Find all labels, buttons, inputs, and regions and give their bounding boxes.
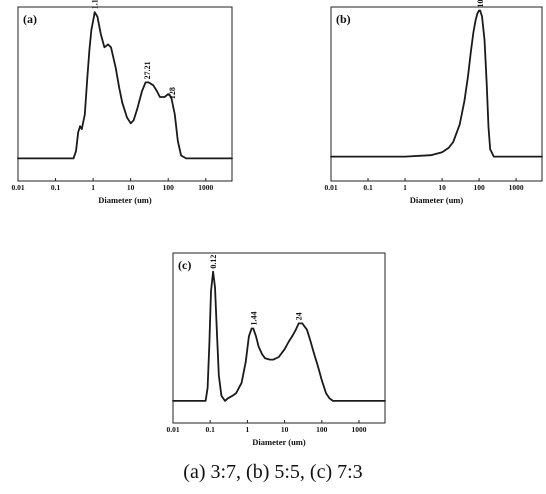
panel-label-a: (a) xyxy=(23,12,37,26)
x-axis-title-a: Diameter (um) xyxy=(98,195,152,205)
x-tick-label-b-3: 10 xyxy=(438,183,446,192)
x-tick-label-b-1: 0.1 xyxy=(363,183,373,192)
chart-panel-b: (b) 0.01 0.1 1 10 100 1000 Diameter (um) 106.41 xyxy=(324,0,543,205)
panel-label-c: (c) xyxy=(178,258,191,272)
x-tick-label-c-3: 10 xyxy=(281,425,289,434)
x-tick-label-b-0: 0.01 xyxy=(324,183,337,192)
x-axis-title-b: Diameter (um) xyxy=(410,195,464,205)
distribution-curve-b xyxy=(330,9,543,158)
chart-panel-a: (a) 0.01 0.1 1 10 100 1000 Diameter (um) 1.1 27.2… xyxy=(11,0,233,205)
chart-panel-c: (c) 0.01 0.1 1 10 100 1000 Diameter (um) 0.12 1.4… xyxy=(166,252,386,447)
peak-label-a-2: 128 xyxy=(168,87,177,99)
x-tick-label-b-5: 1000 xyxy=(509,183,524,192)
x-tick-label-b-2: 1 xyxy=(403,183,407,192)
x-tick-label-c-0: 0.01 xyxy=(166,425,179,434)
peak-label-c-1: 1.44 xyxy=(249,312,258,326)
peak-label-a-1: 27.21 xyxy=(143,61,152,79)
x-tick-label-a-5: 1000 xyxy=(198,183,213,192)
x-tick-label-a-0: 0.01 xyxy=(11,183,24,192)
peak-label-b-0: 106.41 xyxy=(476,0,485,8)
x-tick-label-a-4: 100 xyxy=(163,183,175,192)
plot-frame-a xyxy=(17,6,233,182)
x-tick-label-c-4: 100 xyxy=(316,425,328,434)
peak-label-c-0: 0.12 xyxy=(209,255,218,269)
panel-label-b: (b) xyxy=(336,12,351,26)
plot-frame-b xyxy=(330,6,543,182)
plot-frame-c xyxy=(172,252,386,424)
x-tick-label-a-3: 10 xyxy=(127,183,135,192)
peak-label-a-0: 1.1 xyxy=(91,0,100,9)
x-tick-label-c-1: 0.1 xyxy=(206,425,216,434)
x-tick-label-a-2: 1 xyxy=(91,183,95,192)
distribution-curve-c xyxy=(172,270,386,402)
x-tick-label-a-1: 0.1 xyxy=(51,183,61,192)
x-tick-label-c-2: 1 xyxy=(246,425,250,434)
x-tick-label-b-4: 100 xyxy=(473,183,485,192)
distribution-curve-a xyxy=(17,11,233,160)
x-tick-label-c-5: 1000 xyxy=(351,425,366,434)
figure-caption: (a) 3:7, (b) 5:5, (c) 7:3 xyxy=(183,461,362,483)
x-axis-title-c: Diameter (um) xyxy=(252,437,306,447)
peak-label-c-2: 24 xyxy=(295,312,304,320)
